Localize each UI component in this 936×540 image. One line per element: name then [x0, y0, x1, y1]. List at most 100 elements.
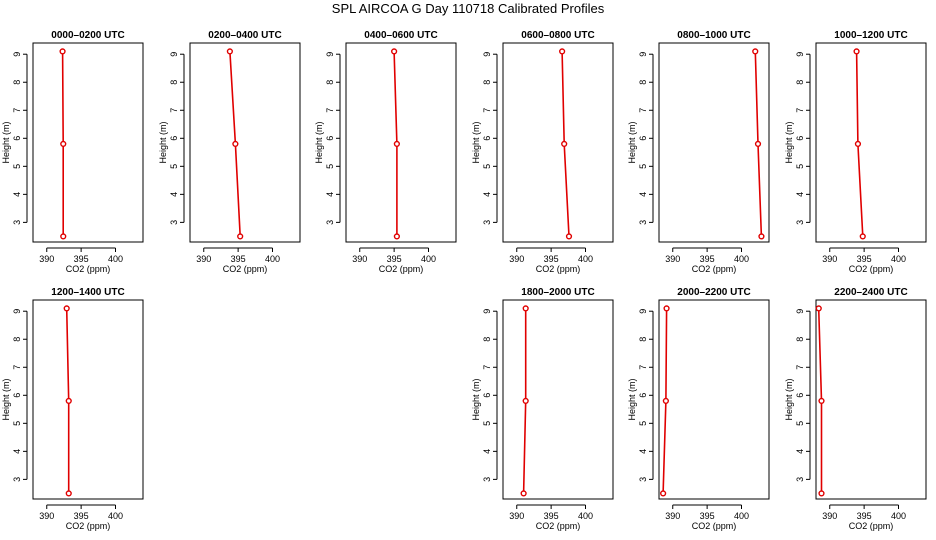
- x-tick-label: 400: [578, 254, 593, 264]
- y-tick-label: 9: [795, 52, 805, 57]
- plot-frame: [658, 42, 770, 243]
- profile-point: [59, 48, 66, 55]
- y-tick-label: 4: [482, 192, 492, 197]
- profile-point: [391, 48, 398, 55]
- plot-frame: [189, 42, 301, 243]
- x-tick-label: 400: [108, 254, 123, 264]
- panel-title: 0800–1000 UTC: [677, 30, 750, 41]
- profile-point: [65, 397, 72, 405]
- y-tick-label: 4: [638, 192, 648, 197]
- x-tick-label: 395: [857, 511, 872, 521]
- chart-title: SPL AIRCOA G Day 110718 Calibrated Profi…: [331, 1, 605, 16]
- x-tick-label: 390: [822, 254, 837, 264]
- plot-frame: [815, 42, 927, 243]
- profile-point: [393, 233, 400, 240]
- profile-point: [522, 397, 529, 405]
- x-axis-label: CO2 (ppm): [536, 264, 581, 274]
- y-tick-label: 6: [638, 393, 648, 398]
- y-tick-label: 6: [169, 136, 179, 141]
- panel-title: 2200–2400 UTC: [834, 287, 907, 298]
- x-tick-label: 390: [196, 254, 211, 264]
- y-tick-label: 5: [482, 164, 492, 169]
- y-tick-label: 8: [12, 80, 22, 85]
- plot-frame: [345, 42, 457, 243]
- y-tick-label: 7: [482, 365, 492, 370]
- y-tick-label: 4: [169, 192, 179, 197]
- y-tick-label: 5: [638, 421, 648, 426]
- y-tick-label: 7: [12, 365, 22, 370]
- y-tick-label: 5: [325, 164, 335, 169]
- profile-point: [520, 490, 527, 497]
- profile-point: [60, 233, 67, 240]
- y-tick-label: 9: [12, 52, 22, 57]
- plot-frame: [32, 42, 144, 243]
- x-tick-label: 395: [74, 511, 89, 521]
- x-tick-label: 390: [665, 511, 680, 521]
- y-tick-label: 7: [12, 108, 22, 113]
- y-tick-label: 7: [795, 108, 805, 113]
- y-tick-label: 6: [482, 393, 492, 398]
- y-tick-label: 5: [12, 421, 22, 426]
- y-tick-label: 9: [795, 309, 805, 314]
- y-tick-label: 4: [12, 449, 22, 454]
- y-tick-label: 8: [482, 80, 492, 85]
- profile-point: [754, 140, 762, 148]
- y-tick-label: 8: [12, 337, 22, 342]
- x-tick-label: 400: [108, 511, 123, 521]
- y-tick-label: 6: [325, 136, 335, 141]
- y-tick-label: 3: [638, 220, 648, 225]
- profile-point: [663, 305, 670, 312]
- plot-frame: [658, 299, 770, 500]
- x-axis-label: CO2 (ppm): [66, 521, 111, 531]
- y-tick-label: 3: [795, 220, 805, 225]
- profile-point: [818, 490, 825, 497]
- plot-frame: [815, 299, 927, 500]
- x-tick-label: 400: [734, 511, 749, 521]
- y-tick-label: 3: [482, 477, 492, 482]
- profile-point: [815, 305, 822, 312]
- y-tick-label: 6: [795, 136, 805, 141]
- y-tick-label: 3: [482, 220, 492, 225]
- x-tick-label: 390: [822, 511, 837, 521]
- y-tick-label: 8: [638, 80, 648, 85]
- profile-point: [565, 233, 573, 240]
- x-tick-label: 400: [265, 254, 280, 264]
- y-tick-label: 7: [482, 108, 492, 113]
- y-tick-label: 6: [12, 136, 22, 141]
- y-tick-label: 8: [795, 337, 805, 342]
- x-tick-label: 395: [74, 254, 89, 264]
- y-tick-label: 5: [169, 164, 179, 169]
- y-tick-label: 5: [12, 164, 22, 169]
- y-tick-label: 8: [638, 337, 648, 342]
- y-tick-label: 7: [325, 108, 335, 113]
- x-axis-label: CO2 (ppm): [849, 521, 894, 531]
- y-tick-label: 3: [638, 477, 648, 482]
- panel-title: 0000–0200 UTC: [51, 30, 124, 41]
- panel-title: 0600–0800 UTC: [521, 30, 594, 41]
- x-tick-label: 395: [700, 511, 715, 521]
- y-tick-label: 5: [638, 164, 648, 169]
- y-tick-label: 4: [12, 192, 22, 197]
- y-tick-label: 8: [169, 80, 179, 85]
- profile-point: [559, 48, 566, 55]
- y-tick-label: 3: [12, 220, 22, 225]
- y-tick-label: 9: [638, 309, 648, 314]
- y-axis-label: Height (m): [627, 378, 637, 420]
- x-tick-label: 400: [734, 254, 749, 264]
- x-tick-label: 390: [39, 511, 54, 521]
- x-tick-label: 400: [891, 254, 906, 264]
- x-tick-label: 390: [509, 254, 524, 264]
- x-tick-label: 390: [352, 254, 367, 264]
- panel-title: 1200–1400 UTC: [51, 287, 124, 298]
- y-tick-label: 4: [795, 192, 805, 197]
- plot-frame: [502, 299, 614, 500]
- y-axis-label: Height (m): [627, 121, 637, 163]
- x-axis-label: CO2 (ppm): [223, 264, 268, 274]
- x-tick-label: 395: [544, 511, 559, 521]
- x-tick-label: 395: [857, 254, 872, 264]
- y-tick-label: 7: [169, 108, 179, 113]
- y-tick-label: 4: [795, 449, 805, 454]
- y-axis-label: Height (m): [784, 121, 794, 163]
- y-tick-label: 6: [482, 136, 492, 141]
- y-tick-label: 7: [638, 108, 648, 113]
